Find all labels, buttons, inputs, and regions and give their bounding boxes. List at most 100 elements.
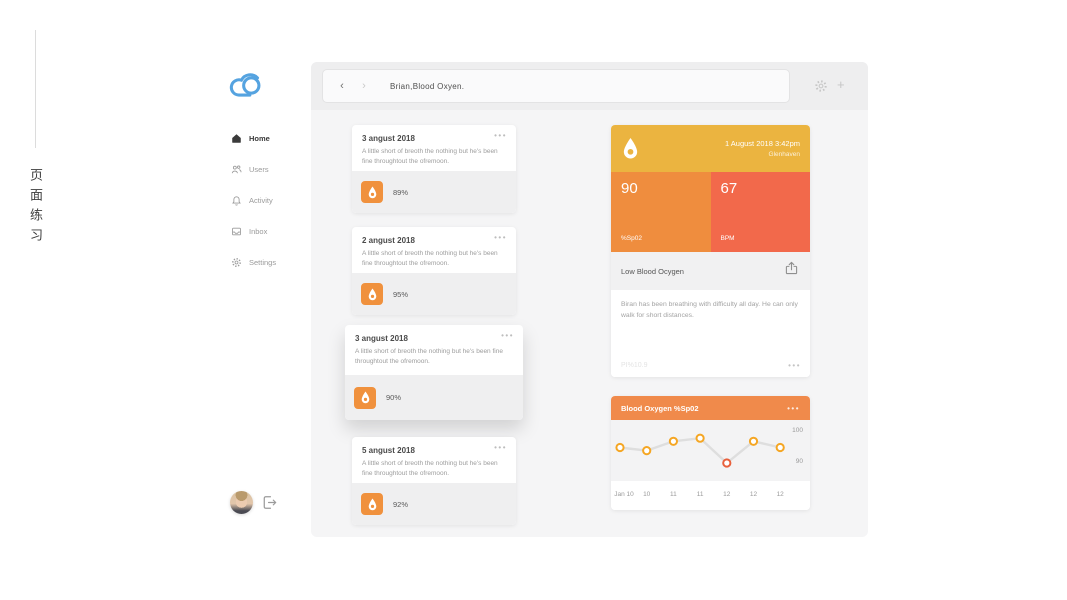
chart-header: Blood Oxygen %Sp02 •••	[611, 396, 810, 420]
note-text: A little short of breoth the nothing but…	[362, 148, 498, 165]
sidebar-item-settings[interactable]: Settings	[231, 254, 311, 270]
oxygen-line-chart	[615, 433, 785, 468]
card-menu-button[interactable]: •••	[501, 331, 514, 340]
note-footer: PI%10.9 •••	[621, 361, 801, 370]
alert-row: Low Blood Ocygen	[611, 252, 810, 290]
sidebar-item-label: Settings	[249, 257, 277, 267]
note-menu-button[interactable]: •••	[788, 361, 801, 370]
inbox-icon	[232, 227, 241, 235]
forward-button[interactable]: ›	[362, 80, 366, 92]
sidebar-item-label: Inbox	[249, 226, 268, 236]
card-menu-button[interactable]: •••	[494, 131, 507, 140]
bpm-label: BPM	[720, 235, 735, 242]
chart-data-point	[695, 433, 705, 443]
logout-icon	[263, 496, 277, 509]
sidebar-item-label: Home	[249, 133, 270, 143]
share-button[interactable]	[783, 260, 800, 282]
droplet-badge	[361, 181, 383, 203]
x-axis-tick: Jan 10	[614, 491, 634, 498]
sidebar-item-activity[interactable]: Activity	[231, 192, 311, 208]
note-card-body: 5 angust 2018 A little short of breoth t…	[352, 437, 516, 483]
note-date: 3 angust 2018	[355, 334, 408, 343]
sidebar-item-home[interactable]: Home	[231, 130, 311, 146]
note-card[interactable]: 2 angust 2018 A little short of breoth t…	[352, 227, 516, 315]
bpm-panel: 67 BPM	[710, 172, 810, 252]
note-text: A little short of breoth the nothing but…	[362, 460, 498, 477]
water-drop-icon	[368, 186, 376, 198]
oxygen-percent: 92%	[393, 499, 409, 509]
gear-icon	[232, 257, 241, 267]
note-card[interactable]: 5 angust 2018 A little short of breoth t…	[352, 437, 516, 525]
note-card-body: 3 angust 2018 A little short of breoth t…	[352, 125, 516, 171]
note-card[interactable]: 3 angust 2018 A little short of breoth t…	[352, 125, 516, 213]
chart-plot-area: 100 90	[611, 420, 810, 481]
y-axis-tick: 90	[795, 458, 803, 465]
logout-button[interactable]	[260, 493, 279, 517]
droplet-badge	[361, 493, 383, 515]
patient-note-section: Biran has been breathing with difficulty…	[611, 290, 810, 377]
reading-strip: 92%	[352, 483, 516, 525]
settings-gear-button[interactable]	[814, 79, 828, 98]
gear-icon	[815, 80, 827, 92]
oxygen-percent: 95%	[393, 289, 409, 299]
x-axis-tick: 10	[643, 491, 651, 498]
search-query-text: Brian,Blood Oxyen.	[390, 81, 465, 91]
spo2-value: 90	[621, 180, 638, 197]
main-panel: ‹ › Brian,Blood Oxyen. + 3 angust 2018 A…	[311, 62, 868, 537]
note-card-body: 3 angust 2018 A little short of breoth t…	[345, 325, 523, 375]
users-icon	[231, 165, 242, 173]
note-card-body: 2 angust 2018 A little short of breoth t…	[352, 227, 516, 273]
x-axis-tick: 12	[776, 491, 784, 498]
oxygen-chart-card: Blood Oxygen %Sp02 ••• 100 90 Jan 10 10 11…	[611, 396, 810, 510]
top-bar: ‹ › Brian,Blood Oxyen. +	[311, 62, 868, 110]
chart-title: Blood Oxygen %Sp02	[621, 403, 699, 413]
note-card-selected[interactable]: 3 angust 2018 A little short of breoth t…	[345, 325, 523, 420]
reading-strip: 89%	[352, 171, 516, 213]
reading-location: Glenhaven	[768, 151, 800, 158]
share-icon	[785, 261, 798, 275]
sidebar-item-label: Activity	[249, 195, 273, 205]
note-date: 2 angust 2018	[362, 236, 415, 245]
x-axis-tick: 12	[723, 491, 731, 498]
decorative-line	[35, 30, 36, 148]
droplet-badge	[354, 386, 376, 409]
note-date: 5 angust 2018	[362, 446, 415, 455]
spo2-label: %Sp02	[621, 235, 642, 242]
vitals-detail-card: 1 August 2018 3:42pm Glenhaven 90 %Sp02 …	[611, 125, 810, 377]
x-axis-tick: 12	[749, 491, 758, 498]
x-axis-tick: 11	[670, 491, 677, 498]
oxygen-percent: 89%	[393, 187, 409, 197]
card-menu-button[interactable]: •••	[494, 233, 507, 242]
chart-data-point	[668, 436, 679, 446]
card-menu-button[interactable]: •••	[494, 443, 507, 452]
x-axis-tick: 11	[696, 491, 704, 498]
cloud-logo-icon	[229, 73, 261, 97]
sidebar-item-users[interactable]: Users	[231, 161, 311, 177]
spo2-panel: 90 %Sp02	[611, 172, 711, 252]
add-button[interactable]: +	[837, 77, 845, 92]
sidebar-item-inbox[interactable]: Inbox	[231, 223, 311, 239]
chart-data-point	[615, 442, 625, 453]
search-bar[interactable]: ‹ › Brian,Blood Oxyen.	[322, 69, 790, 103]
chart-data-point	[748, 436, 759, 446]
chart-data-point	[642, 446, 652, 456]
droplet-badge	[361, 283, 383, 305]
back-button[interactable]: ‹	[340, 80, 344, 92]
water-drop-icon	[368, 288, 376, 300]
chart-data-point	[722, 458, 732, 468]
chart-data-point	[775, 442, 785, 453]
water-drop-icon	[623, 138, 638, 159]
vitals-header: 1 August 2018 3:42pm Glenhaven	[611, 125, 810, 172]
reading-strip: 90%	[345, 375, 523, 420]
note-text: A little short of breoth the nothing but…	[362, 250, 498, 267]
vertical-caption: 页面练习	[28, 168, 43, 248]
y-axis-tick: 100	[792, 427, 803, 434]
chart-menu-button[interactable]: •••	[787, 403, 800, 413]
user-avatar[interactable]	[230, 491, 253, 514]
bell-icon	[232, 195, 241, 206]
note-date: 3 angust 2018	[362, 134, 415, 143]
home-icon	[232, 133, 241, 143]
x-axis-labels: Jan 10 10 11 11 12 12 12	[611, 481, 810, 510]
water-drop-icon	[361, 391, 369, 404]
app-logo[interactable]	[226, 65, 268, 107]
